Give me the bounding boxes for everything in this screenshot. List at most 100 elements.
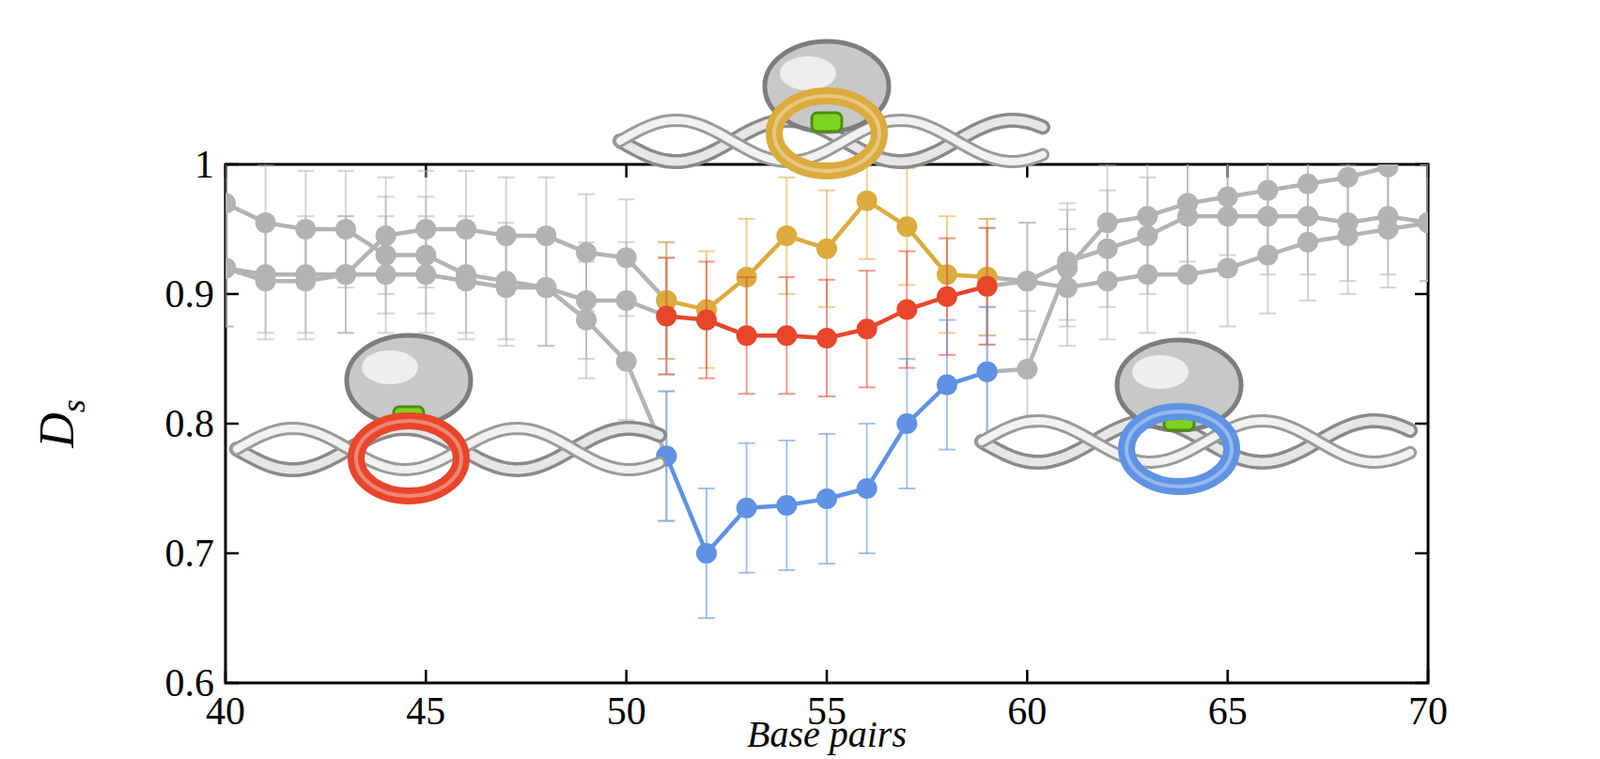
error-bar-cap <box>858 552 876 555</box>
y-tick-label: 0.8 <box>165 402 216 446</box>
y-tick-right <box>1414 552 1429 556</box>
point <box>255 270 277 292</box>
point <box>335 264 357 285</box>
point <box>896 413 917 435</box>
error-bar-cap <box>1419 279 1429 282</box>
error-bar-cap <box>1339 176 1357 179</box>
error-bar-cap <box>257 164 275 166</box>
error-bar-cap <box>698 617 715 620</box>
error-bar-cap <box>657 241 675 244</box>
y-tick-label: 0.7 <box>165 531 216 575</box>
chart: 404550556065700.60.70.80.91Base pairsDs <box>0 0 1600 759</box>
error-bar-cap <box>1138 176 1156 179</box>
error-bar-cap <box>1258 196 1276 199</box>
error-bar-cap <box>657 241 675 244</box>
point <box>776 495 797 516</box>
y-tick <box>225 682 239 685</box>
error-bar-cap <box>657 520 675 523</box>
protein-highlight <box>1132 355 1189 389</box>
error-bar-cap <box>1419 279 1429 282</box>
point <box>1056 277 1078 298</box>
error-bar-cap <box>818 279 836 281</box>
error-bar-cap <box>698 487 715 490</box>
error-bar-cap <box>225 326 234 328</box>
error-bar-cap <box>1099 164 1117 166</box>
error-bar-cap <box>257 338 275 341</box>
x-tick-label: 70 <box>1408 689 1448 733</box>
point <box>535 277 557 298</box>
ligand <box>811 112 842 132</box>
error-bar-cap <box>296 338 314 341</box>
protein-domain-edge <box>356 420 462 497</box>
y-tick <box>225 552 239 556</box>
error-bar-cap <box>1099 338 1117 341</box>
error-bar-cap <box>497 228 515 231</box>
error-bar-cap <box>1179 215 1197 218</box>
error-bar-cap <box>337 215 355 218</box>
error-bar-cap <box>417 170 435 172</box>
error-bar-cap <box>296 221 314 224</box>
error-bar-cap <box>457 170 475 172</box>
point <box>1417 212 1429 234</box>
protein-core <box>346 335 471 426</box>
point <box>535 277 557 298</box>
error-bar-cap <box>1179 331 1197 334</box>
error-bar-cap <box>1419 164 1429 166</box>
error-bar-cap <box>818 395 836 398</box>
protein-domain-edge <box>1126 411 1232 487</box>
series <box>225 164 1399 522</box>
error-bar-cap <box>1339 293 1357 296</box>
y-tick-right <box>1414 422 1429 426</box>
point <box>977 276 998 297</box>
error-bar-cap <box>1099 221 1117 224</box>
x-tick <box>1025 669 1029 684</box>
y-tick-right <box>1414 682 1429 685</box>
error-bar-cap <box>225 208 234 211</box>
point <box>696 543 717 564</box>
error-bar-cap <box>1018 338 1036 341</box>
point <box>1177 264 1198 285</box>
error-bar-cap <box>818 562 836 565</box>
error-bar-cap <box>818 189 836 192</box>
error-bar-cap <box>337 215 355 218</box>
error-bar-cap <box>1258 312 1276 315</box>
point <box>655 305 677 327</box>
error-bar-cap <box>1379 286 1397 289</box>
point <box>1377 218 1399 240</box>
x-tick-label: 60 <box>1007 689 1047 733</box>
error-bar-cap <box>858 269 876 272</box>
error-bar-cap <box>1299 299 1317 302</box>
illustration-right <box>981 340 1411 487</box>
protein-domain-edge <box>774 95 880 171</box>
point <box>1417 212 1429 234</box>
error-bar-cap <box>698 261 715 264</box>
x-tick <box>1427 669 1430 684</box>
point <box>856 318 878 340</box>
error-bar-cap <box>738 442 756 445</box>
error-bar-cap <box>618 198 636 201</box>
protein-domain <box>774 95 880 171</box>
y-axis-title: Ds <box>30 399 93 450</box>
error-bar-cap <box>1058 201 1076 204</box>
point <box>936 286 958 308</box>
error-bar <box>858 164 876 260</box>
series <box>655 307 997 619</box>
error-bar-cap <box>497 176 515 179</box>
point <box>1217 257 1239 279</box>
error-bar-cap <box>537 176 555 179</box>
error-bar-cap <box>738 572 756 575</box>
point <box>1297 232 1319 253</box>
error-bar-cap <box>657 373 675 376</box>
plot-frame <box>225 164 1429 684</box>
point <box>655 305 677 327</box>
error-bar-cap <box>577 241 595 244</box>
error-bar-cap <box>657 373 675 376</box>
error-bar-cap <box>1018 221 1036 224</box>
error-bar-cap <box>938 319 956 322</box>
point <box>1337 225 1359 247</box>
y-axis-title-main: D <box>30 412 84 450</box>
error-bar-cap <box>858 386 876 389</box>
error-bar-cap <box>978 227 996 230</box>
error-bar-cap <box>377 176 395 179</box>
series-line <box>666 372 987 554</box>
